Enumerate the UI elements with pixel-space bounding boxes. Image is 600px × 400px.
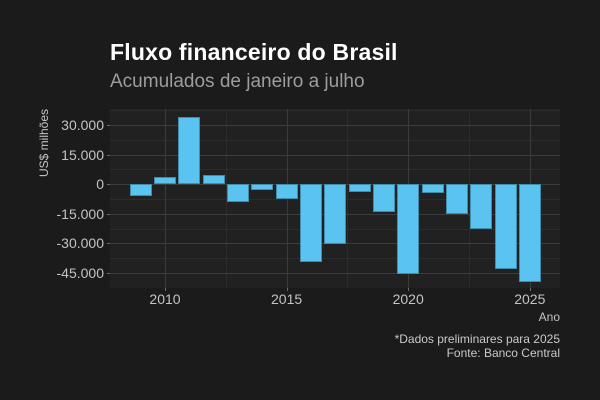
gridline-minor-y xyxy=(110,110,560,112)
bar-2010 xyxy=(154,176,176,185)
bar-2017 xyxy=(324,184,347,245)
y-tick-mark xyxy=(107,273,110,274)
bar-2025 xyxy=(518,184,541,282)
bar-2012 xyxy=(202,175,225,185)
y-tick-label: 15.000 xyxy=(61,146,104,163)
x-tick-mark xyxy=(529,288,531,291)
y-tick-label: -30.000 xyxy=(56,235,104,252)
plot-panel xyxy=(110,109,560,288)
gridline-minor-y xyxy=(110,139,560,141)
y-tick-label: -45.000 xyxy=(56,265,104,281)
x-tick-label: 2020 xyxy=(392,291,424,307)
gridline-major-y xyxy=(110,273,560,274)
gridline-minor-y xyxy=(110,258,560,260)
y-tick-mark xyxy=(107,125,110,126)
gridline-major-x xyxy=(165,109,166,288)
bar-2009 xyxy=(129,184,152,196)
gridline-major-y xyxy=(110,154,560,156)
gridline-minor-x xyxy=(347,109,349,288)
x-tick-mark xyxy=(286,288,288,291)
x-tick-label: 2010 xyxy=(149,291,181,307)
bar-2024 xyxy=(494,184,517,270)
bar-2013 xyxy=(226,184,249,202)
gridline-minor-y xyxy=(110,169,560,171)
x-tick-label: 2025 xyxy=(514,291,546,307)
chart-title: Fluxo financeiro do Brasil xyxy=(110,39,398,65)
chart-caption: *Dados preliminares para 2025 Fonte: Ban… xyxy=(395,332,560,360)
bar-2021 xyxy=(421,184,444,193)
y-tick-mark xyxy=(107,213,110,215)
bar-2018 xyxy=(348,184,371,193)
x-tick-mark xyxy=(408,288,410,291)
bar-2022 xyxy=(445,184,468,214)
x-axis-title: Ano xyxy=(538,310,560,324)
x-tick-mark xyxy=(165,288,166,291)
y-tick-label: 0 xyxy=(96,176,104,193)
bar-2016 xyxy=(299,184,322,262)
chart-subtitle: Acumulados de janeiro a julho xyxy=(110,71,365,92)
y-tick-mark xyxy=(107,154,110,156)
bar-2023 xyxy=(470,184,493,229)
caption-preliminary-note: *Dados preliminares para 2025 xyxy=(394,332,560,346)
caption-source: Fonte: Banco Central xyxy=(446,346,560,360)
y-tick-mark xyxy=(107,243,110,245)
bar-2015 xyxy=(275,184,298,199)
gridline-major-y xyxy=(110,125,560,126)
x-tick-label: 2015 xyxy=(271,291,303,307)
y-tick-label: 30.000 xyxy=(61,117,104,133)
bar-2011 xyxy=(178,117,201,185)
bar-2014 xyxy=(251,184,274,190)
y-tick-mark xyxy=(107,184,110,186)
bar-2019 xyxy=(372,184,395,212)
gridline-minor-x xyxy=(225,109,227,288)
gridline-minor-x xyxy=(469,109,470,288)
bar-2020 xyxy=(397,184,420,274)
y-tick-label: -15.000 xyxy=(56,205,104,222)
